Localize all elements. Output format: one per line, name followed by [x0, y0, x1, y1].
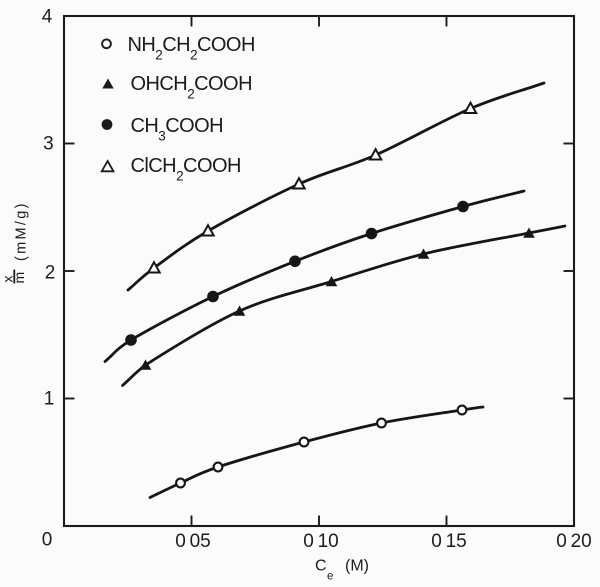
svg-text:m: m: [11, 272, 27, 284]
svg-text:e: e: [327, 571, 333, 583]
svg-text:C: C: [315, 558, 327, 575]
svg-text:1: 1: [44, 389, 55, 410]
svg-text:0 05: 0 05: [175, 531, 211, 552]
svg-text:4: 4: [42, 7, 53, 28]
svg-text:2: 2: [45, 263, 56, 284]
svg-text:(M): (M): [345, 558, 369, 575]
svg-text:0 10: 0 10: [303, 531, 339, 552]
svg-text:(mM/g): (mM/g): [14, 201, 30, 261]
svg-text:x: x: [0, 276, 16, 283]
svg-text:3: 3: [43, 134, 54, 155]
svg-text:0 20: 0 20: [556, 531, 592, 552]
svg-text:0: 0: [42, 530, 53, 551]
svg-text:0 15: 0 15: [431, 531, 467, 552]
